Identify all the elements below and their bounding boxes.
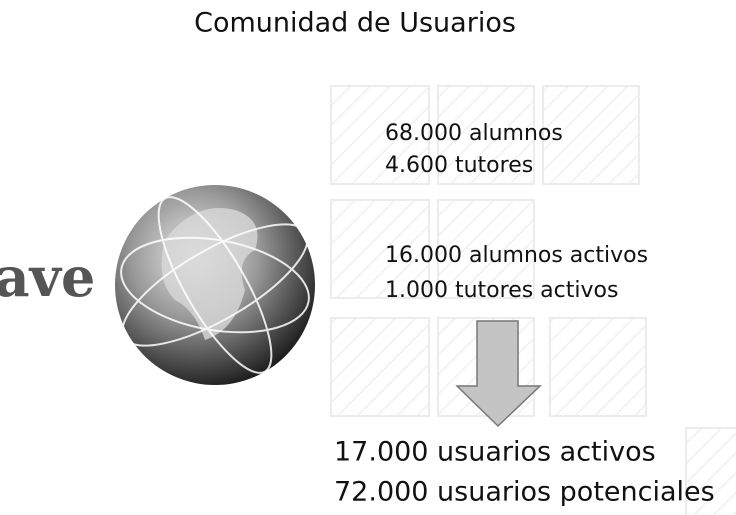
logo: ave bbox=[0, 245, 95, 309]
group-line: 16.000 alumnos activos bbox=[385, 243, 648, 268]
globe bbox=[107, 183, 324, 386]
title: Comunidad de Usuarios bbox=[194, 8, 516, 39]
summary-line: 72.000 usuarios potenciales bbox=[334, 477, 715, 508]
group-line: 68.000 alumnos bbox=[385, 121, 563, 146]
group-line: 1.000 tutores activos bbox=[385, 278, 618, 303]
summary-line: 17.000 usuarios activos bbox=[334, 437, 656, 468]
slide: Comunidad de Usuarios ave 68.000 alumnos… bbox=[0, 0, 736, 515]
group-line: 4.600 tutores bbox=[385, 153, 533, 178]
